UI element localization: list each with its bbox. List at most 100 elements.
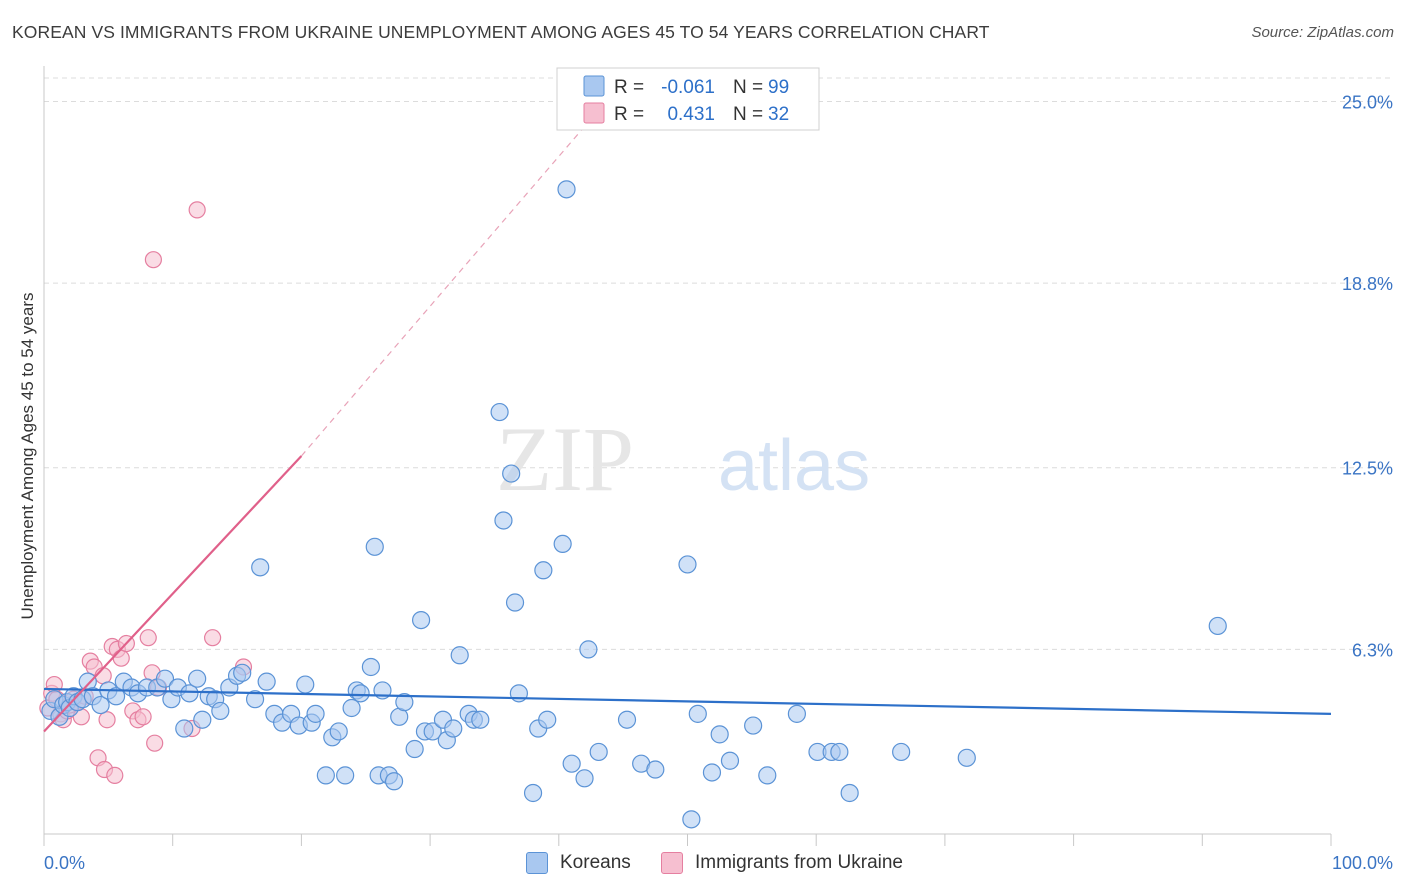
korean-point [957,748,976,767]
source-label: Source: ZipAtlas.com [1251,24,1394,41]
korean-point [316,766,335,785]
korean-point [678,555,697,574]
korean-point [523,783,543,803]
korean-point [758,766,777,785]
korean-point [329,722,348,741]
korean-point [233,663,252,682]
legend-n-label-2: N = [733,104,763,125]
korean-point [579,640,598,659]
legend-r-value-2: 0.431 [667,104,715,125]
ukraine-point [144,251,162,269]
ukraine-trend-line [43,455,303,733]
legend-swatch-ukraine-bottom [661,852,683,874]
watermark: ZIP atlas [496,408,870,510]
korean-point [682,810,701,829]
legend-n-value-2: 32 [768,104,789,125]
korean-point [257,672,276,691]
korean-point [502,464,521,483]
grid-lines [44,77,1392,650]
y-tick-label: 12.5% [1342,459,1393,479]
ukraine-point [203,629,222,647]
korean-point [180,684,199,703]
korean-point [211,701,230,721]
korean-point [490,402,509,422]
korean-point [336,766,355,785]
y-tick-label: 25.0% [1342,92,1393,112]
watermark-atlas: atlas [718,426,870,506]
korean-point [892,742,911,762]
korean-point [155,669,175,688]
y-tick-label: 18.8% [1342,274,1393,294]
korean-point [688,704,707,723]
korean-point [395,693,414,712]
legend-label-koreans: Koreans [560,852,631,873]
korean-point [646,760,665,779]
legend-item-ukraine: Immigrants from Ukraine [661,852,903,874]
ukraine-point [106,766,124,784]
y-axis-label: Unemployment Among Ages 45 to 54 years [18,292,37,620]
korean-point [450,646,469,665]
ukraine-point [139,629,157,647]
korean-points [41,180,1227,829]
ukraine-point [146,734,164,752]
korean-point [193,710,212,729]
korean-point [562,754,581,773]
legend-n-value-1: 99 [768,77,789,98]
korean-point [342,698,361,718]
y-tick-label: 6.3% [1352,640,1393,660]
korean-point [538,710,557,729]
trend-lines [43,118,1332,733]
korean-point [444,719,463,738]
korean-point [840,783,859,803]
chart-title: KOREAN VS IMMIGRANTS FROM UKRAINE UNEMPL… [12,22,990,42]
ukraine-trend-extension [300,118,592,457]
korean-point [365,537,384,556]
legend-r-value-1: -0.061 [661,77,715,98]
legend-label-ukraine: Immigrants from Ukraine [695,852,903,873]
korean-point [251,558,270,577]
korean-point [188,669,207,688]
korean-point [830,742,849,762]
axes [43,66,1332,846]
korean-point [710,725,729,744]
korean-point [494,511,513,530]
korean-point [405,739,424,759]
korean-point [351,684,370,703]
x-tick-labels: 0.0% 100.0% [44,853,1393,873]
korean-point [384,772,404,791]
ukraine-point [188,201,206,219]
korean-point [553,534,572,554]
korean-trend-line [43,687,1332,715]
y-tick-labels: 6.3% 12.5% 18.8% 25.0% [1342,92,1393,660]
legend-bottom: Koreans Immigrants from Ukraine [0,850,1406,880]
legend-swatch-ukraine [583,102,605,124]
korean-point [245,690,265,709]
ukraine-point [98,711,116,729]
korean-point [175,719,194,738]
korean-point [411,610,431,630]
korean-point [534,561,553,580]
korean-point [423,722,442,741]
korean-point [106,687,126,706]
legend-item-koreans: Koreans [526,852,631,874]
legend-r-label-2: R = [614,104,644,125]
korean-point [575,769,594,788]
korean-point [787,704,806,723]
korean-point [589,742,608,762]
korean-point [505,593,525,612]
korean-point [557,180,576,199]
korean-point [744,716,763,735]
korean-point [471,710,490,729]
ukraine-point [112,649,130,667]
watermark-zip: ZIP [496,408,634,510]
legend-r-label-1: R = [614,77,644,98]
x-tick-label: 0.0% [44,853,85,873]
legend-swatch-koreans-bottom [526,852,548,874]
legend-swatch-koreans [583,75,605,97]
korean-point [1208,616,1227,636]
legend-n-label-1: N = [733,77,763,98]
korean-point [361,657,380,677]
korean-point [720,751,740,770]
legend-top: R = -0.061 N = 99 R = 0.431 N = 32 [556,67,820,131]
